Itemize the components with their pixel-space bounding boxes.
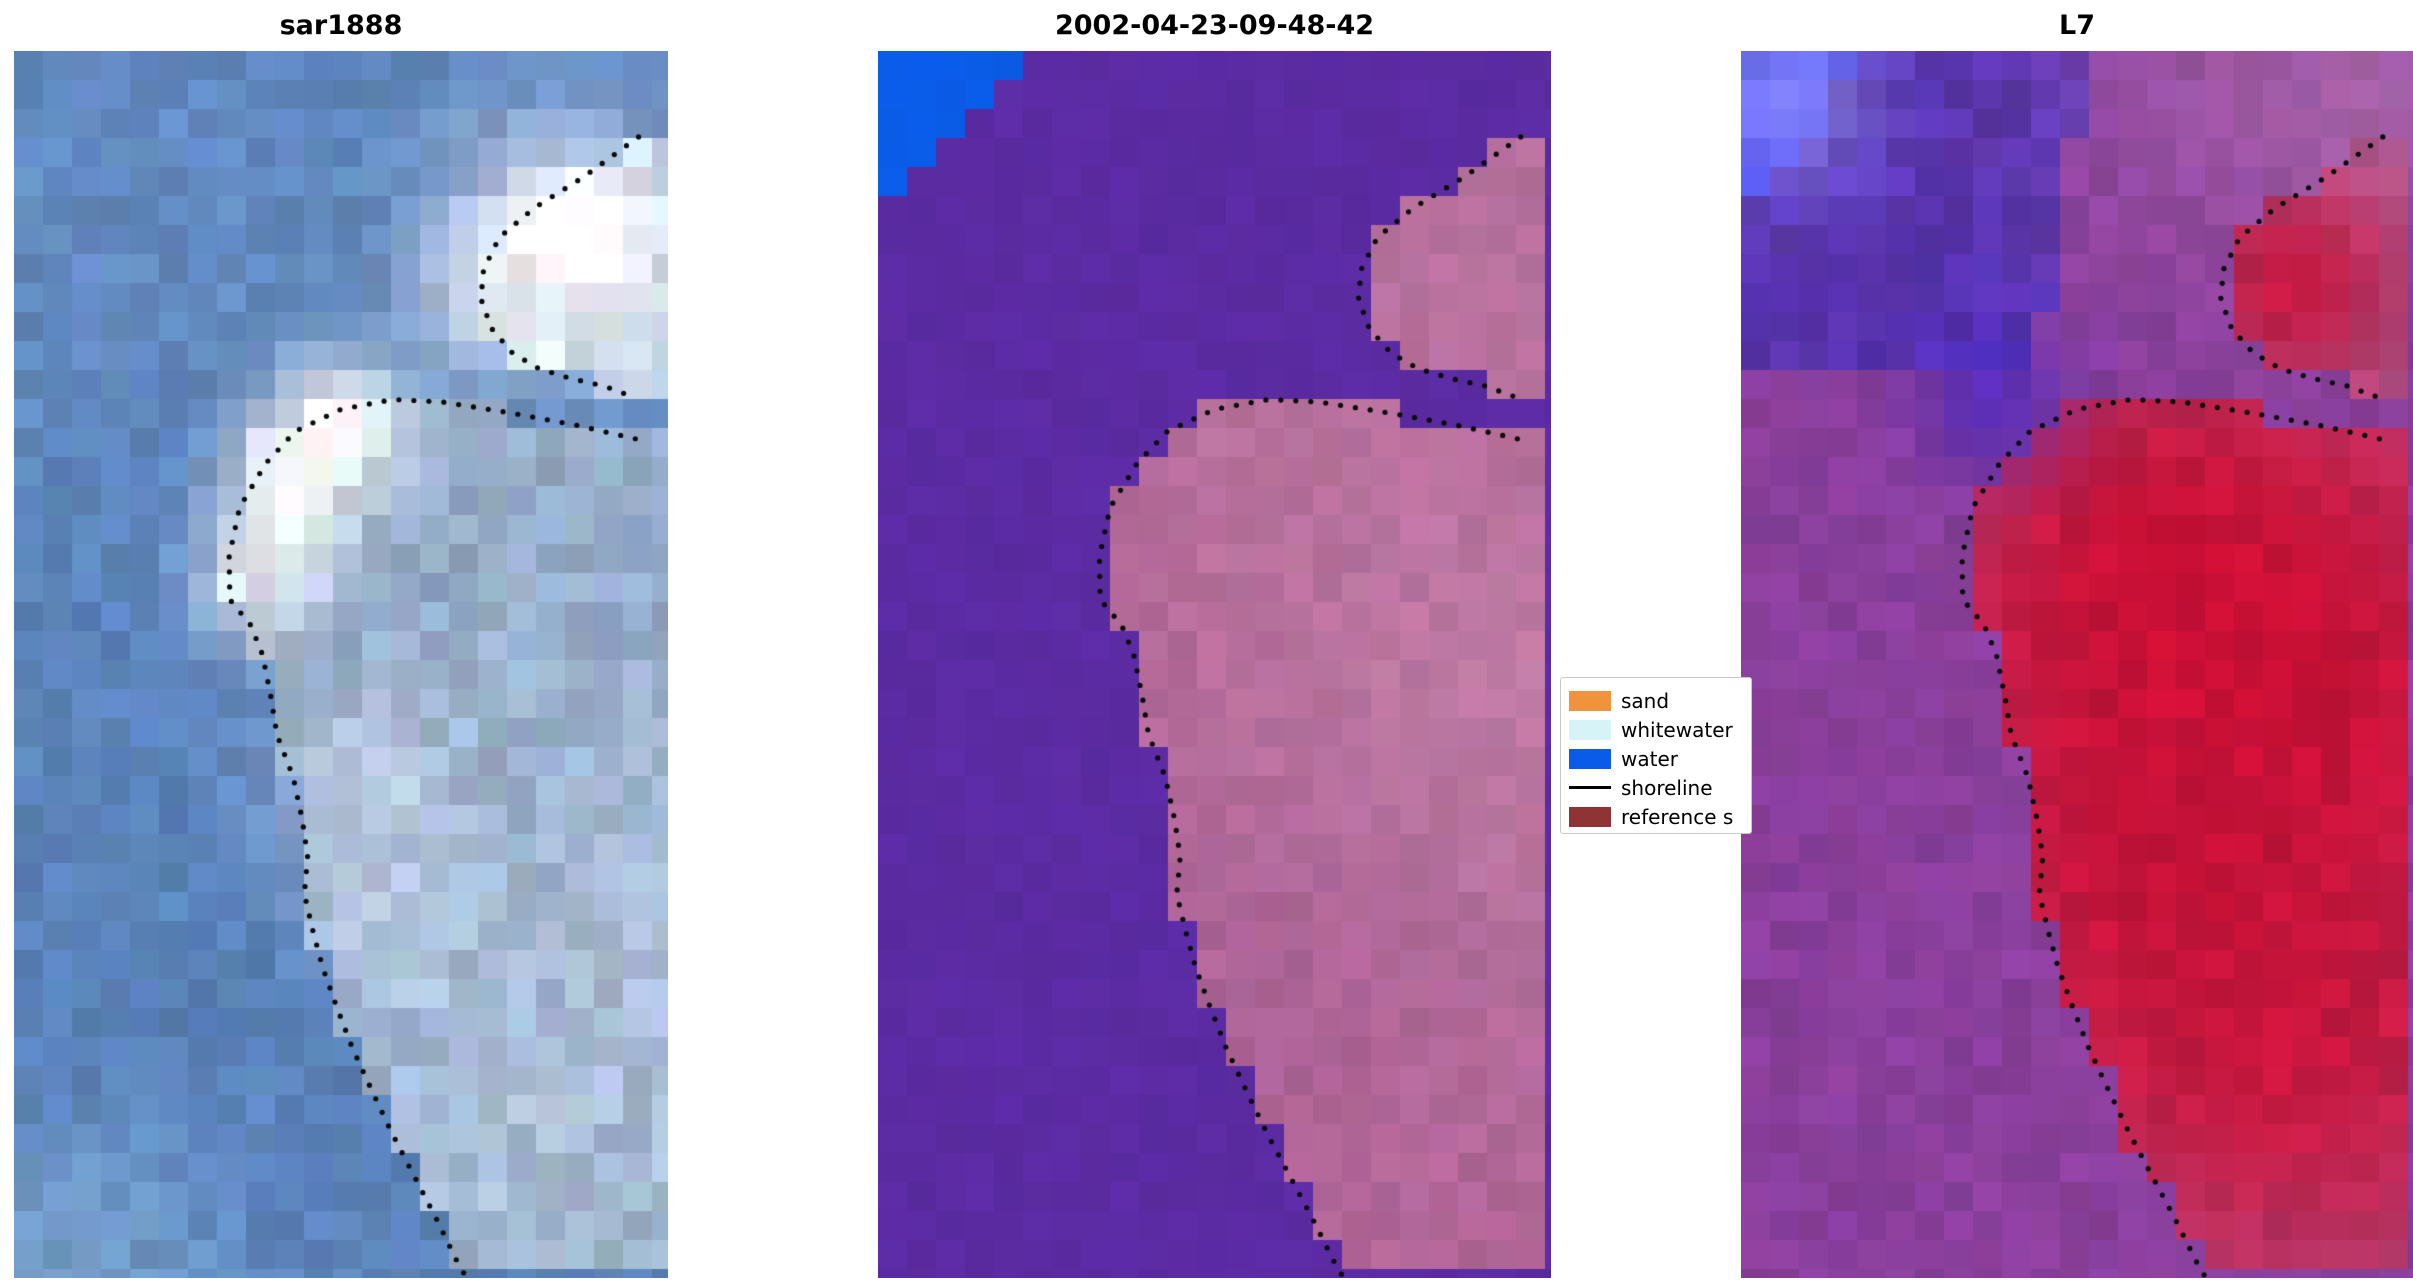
reference-shoreline-swatch-icon bbox=[1569, 806, 1611, 827]
panel-classification: 2002-04-23-09-48-42 bbox=[878, 0, 1551, 1283]
legend-label-reference-shoreline: reference s bbox=[1621, 804, 1734, 829]
panel-title-classification: 2002-04-23-09-48-42 bbox=[1054, 10, 1375, 41]
legend-label-sand: sand bbox=[1621, 688, 1670, 713]
panel-canvas-sar1888-image bbox=[14, 51, 668, 1278]
panel-title-l7: L7 bbox=[2059, 10, 2095, 41]
legend-label-whitewater: whitewater bbox=[1621, 717, 1733, 742]
legend: sand whitewater water shoreline referenc… bbox=[1560, 677, 1752, 834]
legend-item-sand: sand bbox=[1569, 686, 1751, 715]
whitewater-swatch-icon bbox=[1569, 719, 1611, 740]
panel-sar1888: sar1888 bbox=[14, 0, 668, 1283]
legend-item-reference-shoreline: reference s bbox=[1569, 802, 1751, 831]
water-swatch-icon bbox=[1569, 748, 1611, 769]
legend-item-whitewater: whitewater bbox=[1569, 715, 1751, 744]
sand-swatch-icon bbox=[1569, 690, 1611, 711]
panel-canvas-l7-image bbox=[1741, 51, 2413, 1278]
legend-label-water: water bbox=[1621, 746, 1678, 771]
panel-l7: L7 bbox=[1741, 0, 2413, 1283]
legend-item-shoreline: shoreline bbox=[1569, 773, 1751, 802]
shoreline-line-icon bbox=[1569, 786, 1611, 789]
legend-label-shoreline: shoreline bbox=[1621, 775, 1713, 800]
legend-item-water: water bbox=[1569, 744, 1751, 773]
panel-canvas-classification-image bbox=[878, 51, 1551, 1278]
panel-title-sar1888: sar1888 bbox=[279, 10, 403, 41]
